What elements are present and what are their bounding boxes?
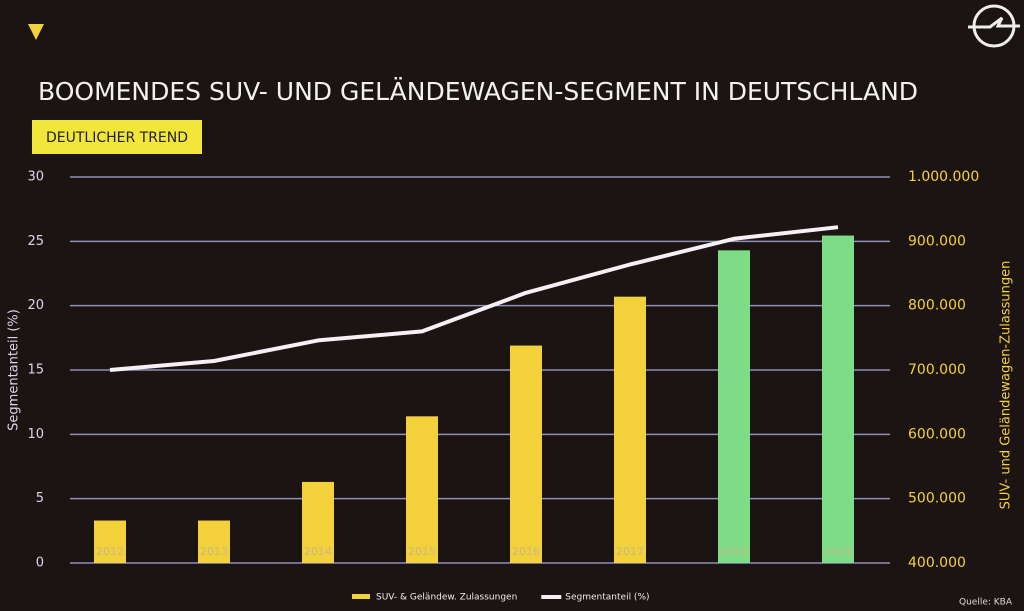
bar <box>198 520 230 563</box>
bar <box>614 296 646 563</box>
y2-axis-label: SUV- und Geländewagen-Zulassungen <box>999 261 1014 510</box>
y2-tick-label: 900.000 <box>908 233 966 249</box>
y-tick-label: 5 <box>36 491 44 506</box>
bar <box>510 345 542 563</box>
y-tick-label: 10 <box>27 427 44 442</box>
bar <box>718 250 750 563</box>
y2-tick-label: 400.000 <box>908 555 966 571</box>
corner-triangle <box>28 24 44 40</box>
bar <box>302 481 334 563</box>
y2-tick-label: 800.000 <box>908 298 966 314</box>
legend-swatch <box>352 594 370 599</box>
x-tick-label: 2015 <box>408 545 436 558</box>
bar <box>822 235 854 563</box>
x-tick-label: 2014 <box>304 545 332 558</box>
logo <box>968 4 1020 48</box>
bar <box>94 520 126 563</box>
y-tick-label: 15 <box>27 363 44 378</box>
x-tick-label: 2017 <box>616 545 644 558</box>
y-axis-label: Segmentanteil (%) <box>7 309 22 431</box>
y2-tick-label: 1.000.000 <box>908 169 979 185</box>
x-tick-label: 2019 <box>824 545 852 558</box>
x-tick-label: 2013 <box>200 545 228 558</box>
source: Quelle: KBA <box>959 598 1013 608</box>
bar <box>406 416 438 563</box>
y-tick-label: 25 <box>27 234 44 249</box>
y2-tick-label: 700.000 <box>908 362 966 378</box>
legend-label: SUV- & Geländew. Zulassungen <box>376 593 517 603</box>
line <box>109 225 839 372</box>
x-tick-label: 2016 <box>512 545 540 558</box>
chart-title: BOOMENDES SUV- UND GELÄNDEWAGEN-SEGMENT … <box>38 77 918 106</box>
y-tick-label: 20 <box>27 298 44 313</box>
subtitle-box <box>32 120 202 154</box>
y-tick-label: 0 <box>36 556 44 571</box>
y2-tick-label: 500.000 <box>908 491 966 507</box>
y2-tick-label: 600.000 <box>908 426 966 442</box>
y-tick-label: 30 <box>27 170 44 185</box>
x-tick-label: 2018 <box>720 545 748 558</box>
legend-label: Segmentanteil (%) <box>565 593 649 603</box>
x-tick-label: 2012 <box>96 545 124 558</box>
subtitle: DEUTLICHER TREND <box>46 130 188 146</box>
